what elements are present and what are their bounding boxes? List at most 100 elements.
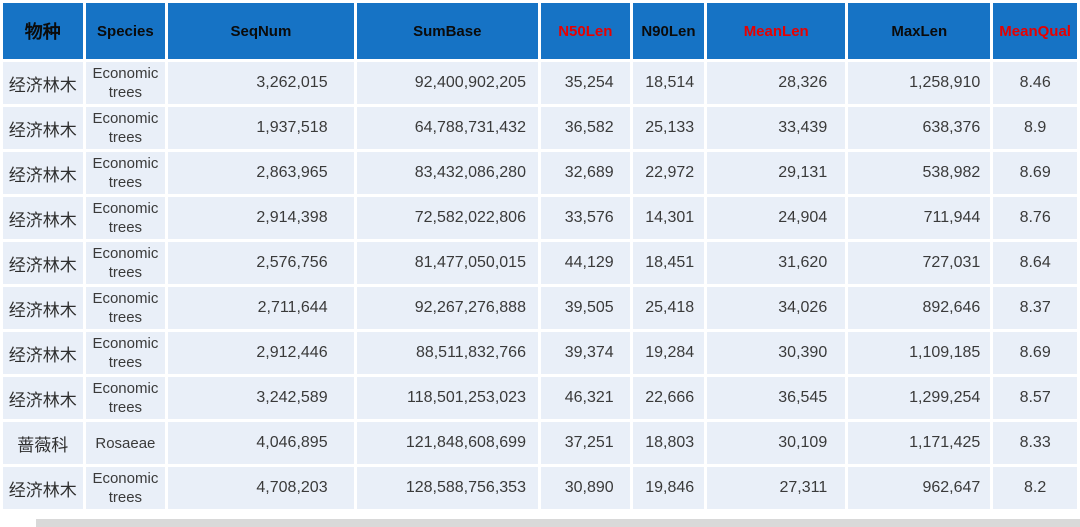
cell-species-cn: 经济林木 [3, 467, 83, 509]
cell-species-cn: 经济林木 [3, 242, 83, 284]
cell-meanqual: 8.69 [993, 332, 1077, 374]
cell-seqnum: 2,912,446 [168, 332, 354, 374]
column-header-maxlen: MaxLen [848, 3, 991, 59]
cell-sumbase: 88,511,832,766 [356, 332, 538, 374]
column-header-sumbase: SumBase [356, 3, 538, 59]
header-row: 物种 Species SeqNum SumBase N50Len N90Len MeanLe… [3, 3, 1077, 59]
table-row: 经济林木 Economic trees 2,863,965 83,432,086,28… [3, 152, 1077, 194]
cell-species-cn: 经济林木 [3, 62, 83, 104]
cell-sumbase: 121,848,608,699 [356, 422, 538, 464]
cell-meanlen: 31,620 [707, 242, 846, 284]
cell-n90len: 14,301 [632, 197, 705, 239]
table-row: 经济林木 Economic trees 2,711,644 92,267,276,88… [3, 287, 1077, 329]
cell-sumbase: 92,400,902,205 [356, 62, 538, 104]
cell-meanqual: 8.33 [993, 422, 1077, 464]
cell-meanlen: 33,439 [707, 107, 846, 149]
column-header-meanlen: MeanLen [707, 3, 846, 59]
cell-maxlen: 711,944 [848, 197, 991, 239]
cell-species-cn: 经济林木 [3, 287, 83, 329]
cell-species: Economic trees [85, 107, 166, 149]
cell-sumbase: 72,582,022,806 [356, 197, 538, 239]
table-row: 经济林木 Economic trees 4,708,203 128,588,756,3… [3, 467, 1077, 509]
cell-maxlen: 1,299,254 [848, 377, 991, 419]
cell-species-cn: 经济林木 [3, 197, 83, 239]
cell-meanqual: 8.46 [993, 62, 1077, 104]
cell-seqnum: 3,262,015 [168, 62, 354, 104]
cell-sumbase: 81,477,050,015 [356, 242, 538, 284]
cell-meanqual: 8.64 [993, 242, 1077, 284]
table-row: 经济林木 Economic trees 2,914,398 72,582,022,80… [3, 197, 1077, 239]
cell-n50len: 46,321 [540, 377, 630, 419]
cell-n90len: 25,133 [632, 107, 705, 149]
column-header-species-cn: 物种 [3, 3, 83, 59]
cell-seqnum: 4,046,895 [168, 422, 354, 464]
cell-meanlen: 29,131 [707, 152, 846, 194]
cell-seqnum: 2,711,644 [168, 287, 354, 329]
table-row: 经济林木 Economic trees 2,576,756 81,477,050,01… [3, 242, 1077, 284]
cell-n50len: 35,254 [540, 62, 630, 104]
cell-n90len: 19,846 [632, 467, 705, 509]
cell-seqnum: 4,708,203 [168, 467, 354, 509]
cell-maxlen: 1,109,185 [848, 332, 991, 374]
cell-meanqual: 8.76 [993, 197, 1077, 239]
cell-n90len: 18,803 [632, 422, 705, 464]
cell-species: Economic trees [85, 377, 166, 419]
cell-n90len: 25,418 [632, 287, 705, 329]
cell-meanlen: 27,311 [707, 467, 846, 509]
cell-sumbase: 83,432,086,280 [356, 152, 538, 194]
cell-n90len: 18,451 [632, 242, 705, 284]
cell-n90len: 22,972 [632, 152, 705, 194]
cell-n90len: 19,284 [632, 332, 705, 374]
cell-meanqual: 8.37 [993, 287, 1077, 329]
cell-species: Rosaeae [85, 422, 166, 464]
cell-maxlen: 1,171,425 [848, 422, 991, 464]
cell-n50len: 36,582 [540, 107, 630, 149]
table-body: 经济林木 Economic trees 3,262,015 92,400,902,20… [3, 62, 1077, 509]
cell-n50len: 39,505 [540, 287, 630, 329]
cell-meanlen: 36,545 [707, 377, 846, 419]
cell-n50len: 32,689 [540, 152, 630, 194]
cell-species: Economic trees [85, 467, 166, 509]
cell-species: Economic trees [85, 152, 166, 194]
cell-species-cn: 经济林木 [3, 332, 83, 374]
sequencing-stats-table: 物种 Species SeqNum SumBase N50Len N90Len MeanLe… [3, 3, 1077, 509]
cell-maxlen: 962,647 [848, 467, 991, 509]
column-header-species: Species [85, 3, 166, 59]
cell-species-cn: 蔷薇科 [3, 422, 83, 464]
cell-meanlen: 30,390 [707, 332, 846, 374]
cell-maxlen: 638,376 [848, 107, 991, 149]
column-header-meanqual: MeanQual [993, 3, 1077, 59]
cell-species-cn: 经济林木 [3, 152, 83, 194]
cell-meanqual: 8.9 [993, 107, 1077, 149]
column-header-n50len: N50Len [540, 3, 630, 59]
cell-species: Economic trees [85, 197, 166, 239]
table-row: 经济林木 Economic trees 3,242,589 118,501,253,0… [3, 377, 1077, 419]
cell-seqnum: 2,914,398 [168, 197, 354, 239]
cell-maxlen: 1,258,910 [848, 62, 991, 104]
cell-maxlen: 727,031 [848, 242, 991, 284]
cell-species: Economic trees [85, 62, 166, 104]
table-row: 经济林木 Economic trees 2,912,446 88,511,832,76… [3, 332, 1077, 374]
cell-species-cn: 经济林木 [3, 107, 83, 149]
cell-sumbase: 118,501,253,023 [356, 377, 538, 419]
cell-meanqual: 8.2 [993, 467, 1077, 509]
cell-n50len: 33,576 [540, 197, 630, 239]
table-row: 经济林木 Economic trees 3,262,015 92,400,902,20… [3, 62, 1077, 104]
cell-maxlen: 538,982 [848, 152, 991, 194]
cell-species: Economic trees [85, 242, 166, 284]
cell-meanlen: 28,326 [707, 62, 846, 104]
cell-meanlen: 24,904 [707, 197, 846, 239]
column-header-seqnum: SeqNum [168, 3, 354, 59]
table-row: 蔷薇科 Rosaeae 4,046,895 121,848,608,699 37,251… [3, 422, 1077, 464]
column-header-n90len: N90Len [632, 3, 705, 59]
cell-sumbase: 64,788,731,432 [356, 107, 538, 149]
cell-seqnum: 2,576,756 [168, 242, 354, 284]
cell-n90len: 22,666 [632, 377, 705, 419]
cell-n90len: 18,514 [632, 62, 705, 104]
cell-species-cn: 经济林木 [3, 377, 83, 419]
cell-meanqual: 8.57 [993, 377, 1077, 419]
cell-seqnum: 2,863,965 [168, 152, 354, 194]
cell-maxlen: 892,646 [848, 287, 991, 329]
cell-n50len: 37,251 [540, 422, 630, 464]
